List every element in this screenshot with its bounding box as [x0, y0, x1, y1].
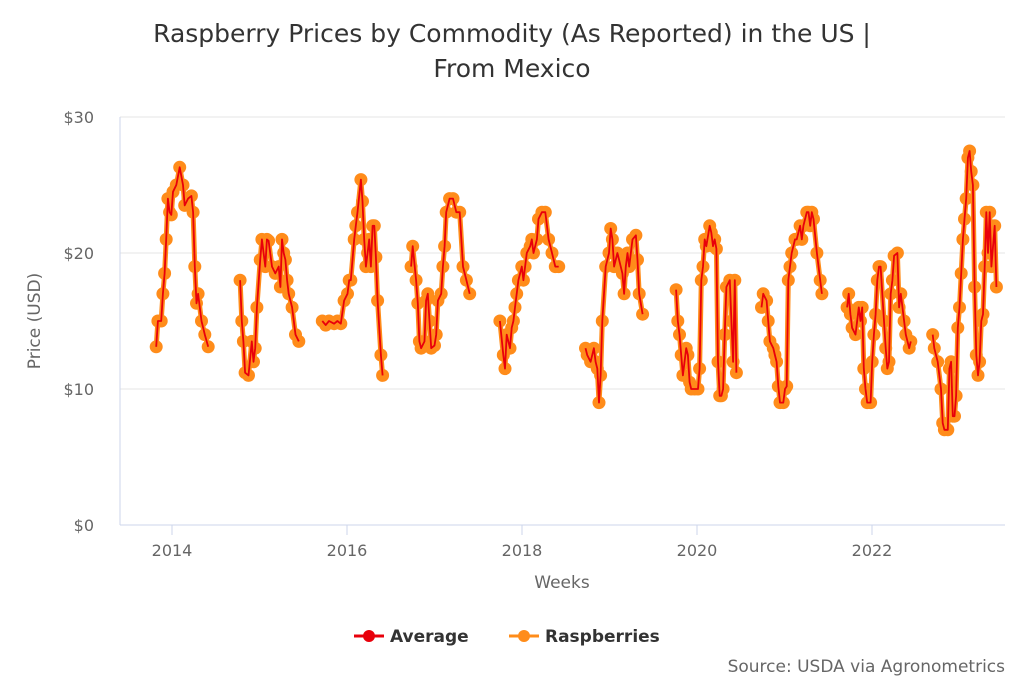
- series-average: [155, 150, 998, 431]
- y-axis-ticks: $0 $10 $20 $30: [63, 108, 94, 535]
- y-tick-label: $10: [63, 380, 94, 399]
- average-line: [931, 150, 998, 431]
- plot-area: [149, 144, 1003, 437]
- x-axis-title: Weeks: [534, 573, 590, 593]
- legend-average-marker: [363, 630, 375, 642]
- average-line: [760, 211, 823, 404]
- x-tick-label: 2014: [152, 541, 193, 560]
- x-tick-label: 2016: [327, 541, 368, 560]
- legend: Average Raspberries: [354, 627, 660, 647]
- source-credit: Source: USDA via Agronometrics: [728, 657, 1006, 677]
- x-axis-ticks: 2014 2016 2018 2020 2022: [152, 525, 893, 560]
- average-line: [155, 166, 210, 348]
- x-tick-label: 2020: [677, 541, 718, 560]
- y-tick-label: $0: [74, 516, 94, 535]
- chart-subtitle: From Mexico: [433, 54, 590, 83]
- y-axis-title: Price (USD): [25, 273, 45, 369]
- x-tick-label: 2018: [502, 541, 543, 560]
- y-tick-label: $30: [63, 108, 94, 127]
- average-line: [410, 197, 471, 350]
- average-line: [321, 178, 384, 376]
- legend-item-raspberries[interactable]: Raspberries: [509, 627, 660, 647]
- series-raspberries: [149, 144, 1003, 437]
- average-line: [239, 238, 300, 377]
- legend-raspberries-marker: [518, 630, 530, 642]
- x-tick-label: 2022: [852, 541, 893, 560]
- average-line: [584, 227, 644, 404]
- y-tick-label: $20: [63, 244, 94, 263]
- legend-raspberries-label: Raspberries: [545, 627, 660, 647]
- chart-title: Raspberry Prices by Commodity (As Report…: [153, 19, 871, 48]
- average-line: [846, 252, 912, 404]
- average-line: [499, 211, 559, 370]
- legend-average-label: Average: [390, 627, 469, 647]
- legend-item-average[interactable]: Average: [354, 627, 469, 647]
- average-line: [675, 224, 738, 397]
